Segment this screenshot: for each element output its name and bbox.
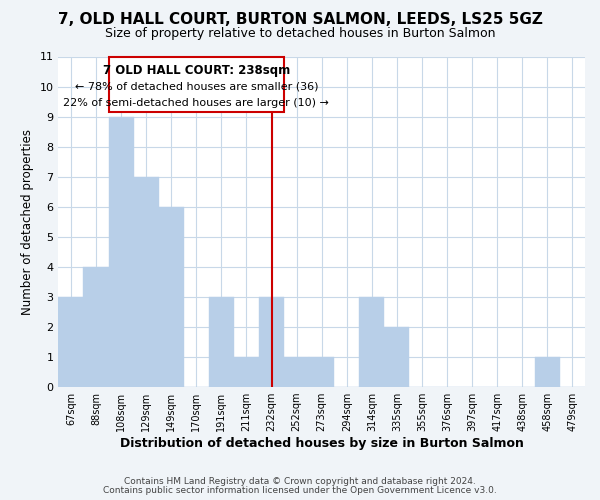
Y-axis label: Number of detached properties: Number of detached properties xyxy=(21,129,34,315)
X-axis label: Distribution of detached houses by size in Burton Salmon: Distribution of detached houses by size … xyxy=(120,437,524,450)
Text: ← 78% of detached houses are smaller (36): ← 78% of detached houses are smaller (36… xyxy=(74,82,318,92)
Bar xyxy=(535,357,560,387)
Bar xyxy=(309,357,334,387)
Text: 7 OLD HALL COURT: 238sqm: 7 OLD HALL COURT: 238sqm xyxy=(103,64,290,76)
Bar xyxy=(259,297,284,387)
Bar xyxy=(385,327,409,387)
Bar xyxy=(58,297,83,387)
Text: 7, OLD HALL COURT, BURTON SALMON, LEEDS, LS25 5GZ: 7, OLD HALL COURT, BURTON SALMON, LEEDS,… xyxy=(58,12,542,28)
Bar xyxy=(83,267,109,387)
Text: Contains public sector information licensed under the Open Government Licence v3: Contains public sector information licen… xyxy=(103,486,497,495)
Bar xyxy=(109,116,134,387)
Bar xyxy=(234,357,259,387)
Bar xyxy=(159,207,184,387)
Bar xyxy=(134,176,159,387)
Text: Size of property relative to detached houses in Burton Salmon: Size of property relative to detached ho… xyxy=(105,28,495,40)
Text: 22% of semi-detached houses are larger (10) →: 22% of semi-detached houses are larger (… xyxy=(64,98,329,108)
Text: Contains HM Land Registry data © Crown copyright and database right 2024.: Contains HM Land Registry data © Crown c… xyxy=(124,477,476,486)
Bar xyxy=(284,357,309,387)
FancyBboxPatch shape xyxy=(109,56,284,112)
Bar xyxy=(209,297,234,387)
Bar xyxy=(359,297,385,387)
